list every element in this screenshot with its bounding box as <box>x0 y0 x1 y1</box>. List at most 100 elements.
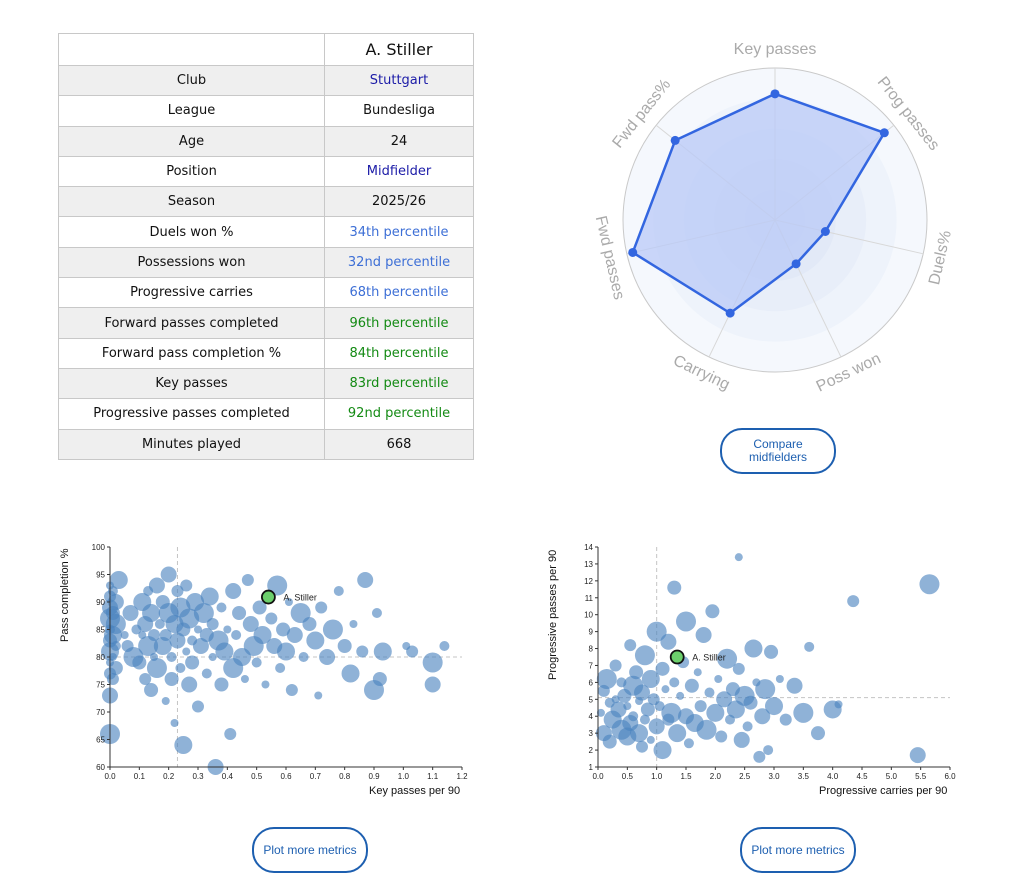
y-tick-label: 7 <box>589 661 594 670</box>
scatter-point <box>224 728 237 740</box>
scatter-point <box>755 679 776 700</box>
x-tick-label: 0.1 <box>134 772 146 780</box>
scatter-point <box>763 745 774 756</box>
scatter-point <box>804 641 815 652</box>
scatter-point <box>765 697 783 716</box>
scatter-point <box>337 639 352 653</box>
scatter-point <box>764 644 779 659</box>
x-tick-label: 1.0 <box>398 772 410 780</box>
scatter-point <box>786 677 803 694</box>
scatter-point <box>286 627 303 643</box>
scatter-point <box>779 713 792 726</box>
scatter-point <box>683 738 694 749</box>
scatter-point <box>277 642 295 661</box>
stat-label: Possessions won <box>58 246 325 279</box>
scatter-point <box>754 708 771 725</box>
scatter-point <box>206 618 219 630</box>
compare-button-line2: midfielders <box>748 450 808 464</box>
radar-point-2 <box>820 226 830 236</box>
scatter-point <box>214 677 229 692</box>
scatter-point <box>159 629 172 641</box>
scatter-point <box>694 700 707 713</box>
scatter-point <box>315 601 328 614</box>
player-stats-table: A. Stiller Club Stuttgart League Bundesliga… <box>58 33 474 460</box>
scatter-point <box>640 702 655 717</box>
y-tick-label: 6 <box>589 678 594 687</box>
scatter-point <box>610 701 627 718</box>
scatter-point <box>706 703 725 722</box>
scatter-point <box>648 718 665 735</box>
y-tick-label: 11 <box>585 594 594 603</box>
y-tick-label: 13 <box>584 560 593 569</box>
scatter-point <box>142 604 161 622</box>
scatter-point <box>306 631 325 650</box>
scatter-point <box>909 747 926 764</box>
y-tick-label: 90 <box>96 598 105 607</box>
scatter-point <box>290 603 311 623</box>
scatter-point <box>231 630 242 640</box>
plot-more-metrics-button-left[interactable]: Plot more metrics <box>252 827 368 873</box>
scatter-point <box>194 625 202 634</box>
x-tick-label: 0.2 <box>163 772 175 780</box>
scatter-point <box>161 697 170 705</box>
scatter-point <box>634 684 650 701</box>
x-tick-label: 2.5 <box>739 772 751 780</box>
scatter-point <box>628 711 639 722</box>
stat-value: 24 <box>324 125 474 157</box>
stat-label: Club <box>58 64 325 97</box>
table-row: Position Midfielder <box>58 155 474 188</box>
scatter-point <box>668 724 687 743</box>
scatter-point <box>373 642 392 661</box>
scatter-point <box>174 736 193 754</box>
y-tick-label: 8 <box>589 645 594 654</box>
scatter-point <box>160 566 177 583</box>
y-tick-label: 1 <box>589 763 594 772</box>
scatter-point <box>654 701 665 712</box>
plot-more-metrics-button-right[interactable]: Plot more metrics <box>740 827 856 873</box>
scatter-point <box>144 683 159 697</box>
scatter-point <box>676 611 696 632</box>
stat-label: Duels won % <box>58 216 325 248</box>
scatter-point <box>669 677 680 688</box>
scatter-point <box>276 622 291 637</box>
scatter-point <box>200 587 219 606</box>
scatter-point <box>793 702 814 723</box>
stat-label: Forward passes completed <box>58 307 325 339</box>
scatter-point <box>356 645 369 658</box>
scatter-point <box>630 724 649 743</box>
scatter-point <box>623 702 632 711</box>
scatter-point <box>170 719 179 727</box>
stat-value: 32nd percentile <box>324 246 474 279</box>
x-tick-label: 2.0 <box>710 772 722 780</box>
scatter-point <box>372 672 387 686</box>
stat-value: Midfielder <box>324 155 474 188</box>
scatter-point <box>216 602 227 613</box>
y-tick-label: 80 <box>96 653 105 662</box>
table-row: Age 24 <box>58 125 474 157</box>
scatter-point <box>684 678 699 693</box>
x-tick-label: 0.6 <box>280 772 292 780</box>
scatter-point <box>185 655 200 670</box>
x-tick-label: 0.7 <box>310 772 322 780</box>
scatter-point <box>138 636 159 656</box>
scatter-point <box>629 665 644 680</box>
scatter-point <box>153 637 172 655</box>
scatter-point <box>371 608 382 618</box>
x-tick-label: 0.0 <box>592 772 604 780</box>
x-tick-label: 0.5 <box>251 772 263 780</box>
scatter-point <box>252 600 267 615</box>
x-tick-label: 5.5 <box>915 772 927 780</box>
x-tick-label: 0.9 <box>368 772 380 780</box>
stat-value: 68th percentile <box>324 277 474 309</box>
scatter-point <box>834 700 843 709</box>
scatter-point <box>743 695 758 710</box>
scatter-point <box>169 632 186 649</box>
scatter-point <box>154 619 165 629</box>
scatter-point <box>225 583 242 599</box>
y-tick-label: 95 <box>96 571 105 580</box>
stat-label: Position <box>58 155 325 188</box>
y-tick-label: 85 <box>96 626 105 635</box>
scatter-point <box>609 659 622 672</box>
compare-midfielders-button[interactable]: Compare midfielders <box>720 428 836 474</box>
highlight-player-label: A. Stiller <box>283 593 317 603</box>
